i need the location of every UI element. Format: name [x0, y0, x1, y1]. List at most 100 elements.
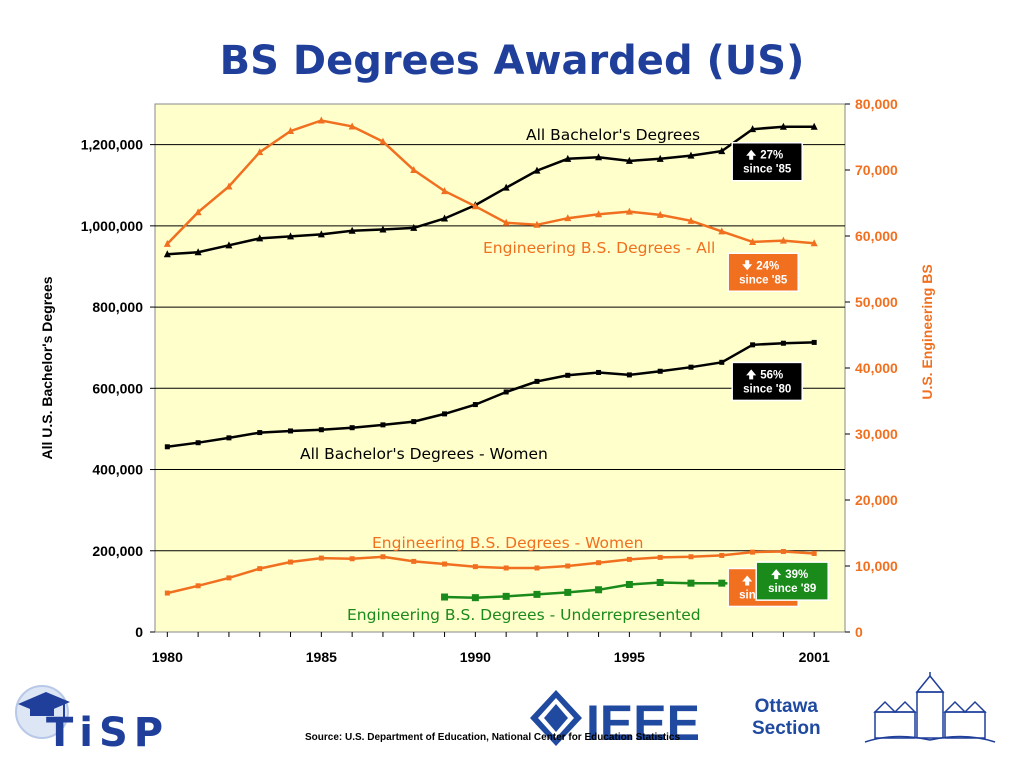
data-point	[442, 561, 448, 567]
badge-percent: 27%	[760, 150, 783, 162]
line-chart: 0 200,000 400,000 600,000 800,000 1,000,000 1,…	[39, 96, 935, 665]
slide-title: BS Degrees Awarded (US)	[219, 38, 805, 84]
data-point	[657, 554, 663, 560]
parliament-illustration	[855, 672, 1005, 757]
data-point	[226, 575, 232, 581]
data-point	[349, 556, 355, 562]
right-tick-label: 60,000	[855, 228, 898, 244]
data-point	[287, 232, 295, 240]
data-point	[687, 579, 695, 587]
tisp-wordmark: TiSP	[46, 710, 170, 756]
data-point	[749, 125, 757, 133]
data-point	[564, 214, 572, 222]
data-point	[564, 154, 572, 162]
data-point	[410, 223, 418, 231]
data-point	[534, 565, 540, 571]
left-tick-label: 400,000	[92, 462, 143, 478]
data-point	[163, 250, 171, 258]
series-line-0	[167, 125, 815, 256]
data-point	[533, 590, 541, 598]
badge-box	[755, 561, 829, 601]
data-point	[472, 402, 478, 408]
data-point	[226, 435, 232, 441]
data-point	[441, 593, 449, 601]
data-point	[565, 563, 571, 569]
change-badge: 56% since '80	[731, 361, 803, 402]
ieee-logo: IEEE	[528, 688, 728, 753]
data-point	[596, 560, 602, 566]
right-tick-label: 20,000	[855, 492, 898, 508]
series-labels: All Bachelor's Degrees Engineering B.S. …	[300, 126, 715, 624]
badge-since: since '85	[743, 164, 792, 176]
data-point	[719, 359, 725, 365]
x-tick-label: 2001	[799, 649, 830, 665]
data-point	[194, 208, 202, 216]
x-tick-label: 1980	[152, 649, 183, 665]
data-point	[779, 236, 787, 244]
data-point	[625, 207, 633, 215]
series-label-all-bachelors: All Bachelor's Degrees	[526, 126, 700, 144]
series-label-eng-underrep: Engineering B.S. Degrees - Underrepresen…	[347, 606, 701, 624]
data-point	[718, 227, 726, 235]
data-point	[257, 566, 263, 572]
tisp-logo	[12, 678, 72, 753]
data-point	[287, 127, 295, 135]
data-point	[348, 226, 356, 234]
badge-box	[727, 252, 799, 293]
data-point	[288, 559, 294, 565]
data-point	[626, 372, 632, 378]
data-point	[164, 444, 170, 450]
data-point	[410, 166, 418, 173]
data-point	[348, 122, 356, 130]
badge-box	[731, 141, 803, 182]
data-point	[317, 116, 325, 124]
data-point	[379, 137, 387, 145]
right-tick-label: 40,000	[855, 360, 898, 376]
data-point	[750, 342, 756, 348]
badge-percent: 24%	[756, 260, 779, 272]
left-tick-label: 200,000	[92, 543, 143, 559]
axes: 0 200,000 400,000 600,000 800,000 1,000,000 1,…	[81, 96, 898, 665]
data-point	[779, 122, 787, 130]
series-line-3	[167, 550, 815, 595]
data-point	[811, 339, 817, 345]
data-point	[411, 558, 417, 564]
data-point	[688, 554, 694, 560]
data-point	[626, 556, 632, 562]
data-point	[379, 225, 387, 233]
ottawa-line2: Section	[752, 718, 821, 739]
data-point	[533, 220, 541, 228]
data-point	[194, 248, 202, 256]
data-point	[195, 440, 201, 446]
data-point	[471, 594, 479, 602]
data-point	[564, 588, 572, 596]
data-point	[656, 154, 664, 162]
data-point	[442, 411, 448, 417]
data-point	[380, 554, 386, 560]
x-tick-label: 1995	[614, 649, 645, 665]
right-tick-label: 80,000	[855, 96, 898, 112]
left-tick-label: 1,000,000	[81, 218, 143, 234]
data-point	[656, 579, 664, 586]
left-axis-label: All U.S. Bachelor's Degrees	[39, 276, 55, 459]
badge-since: since '85	[739, 274, 788, 286]
data-point	[225, 182, 233, 190]
right-tick-label: 70,000	[855, 162, 898, 178]
arrow-up-icon	[771, 569, 782, 580]
data-point	[780, 340, 786, 346]
data-point	[502, 592, 510, 600]
ottawa-section-label: Ottawa Section	[752, 696, 821, 740]
arrow-up-icon	[746, 369, 757, 380]
right-axis-label: U.S. Engineering BS	[919, 264, 935, 399]
series-label-eng-women: Engineering B.S. Degrees - Women	[372, 534, 643, 552]
badge-percent: 56%	[760, 369, 783, 381]
data-point	[534, 378, 540, 384]
data-point	[503, 565, 509, 571]
data-point	[719, 552, 725, 558]
badge-since: since '80	[743, 383, 791, 395]
x-tick-label: 1990	[460, 649, 491, 665]
data-point	[318, 427, 324, 433]
data-point	[810, 122, 818, 130]
right-tick-label: 50,000	[855, 294, 898, 310]
arrow-up-icon	[742, 575, 753, 586]
